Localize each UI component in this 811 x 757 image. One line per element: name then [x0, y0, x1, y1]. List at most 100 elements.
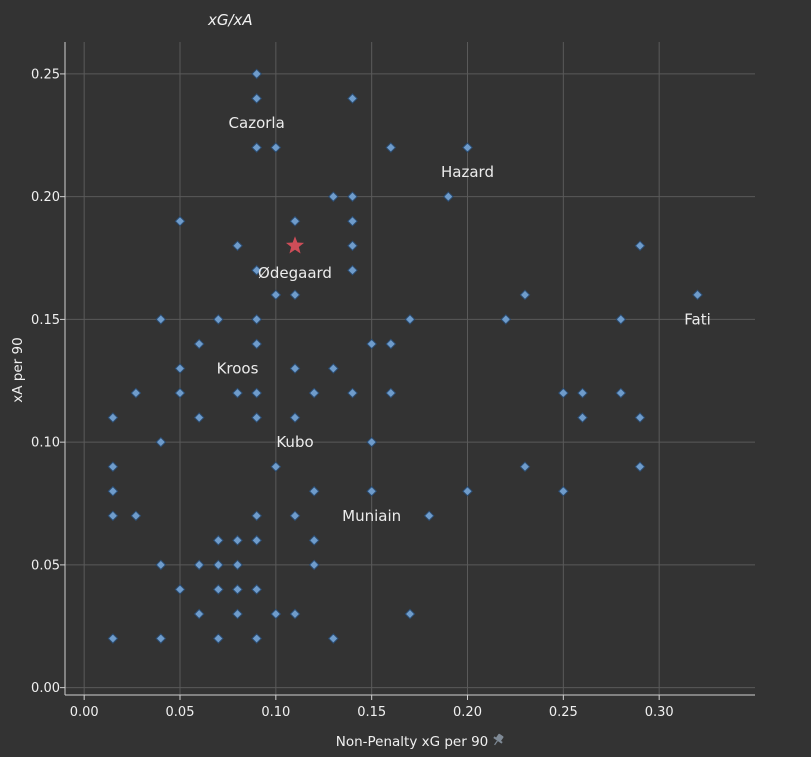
- data-point[interactable]: [270, 608, 282, 620]
- data-point[interactable]: [366, 338, 377, 350]
- x-axis-label: Non-Penalty xG per 90: [336, 734, 489, 750]
- data-point[interactable]: [634, 412, 646, 423]
- axes: [64, 42, 755, 696]
- data-point[interactable]: [519, 289, 531, 301]
- data-point[interactable]: [251, 387, 262, 399]
- data-point[interactable]: [155, 436, 167, 448]
- data-point[interactable]: [251, 314, 262, 325]
- data-point[interactable]: [308, 387, 320, 399]
- data-point[interactable]: [251, 338, 262, 350]
- data-point[interactable]: [443, 191, 454, 202]
- data-point[interactable]: [107, 461, 119, 473]
- data-point[interactable]: [270, 461, 282, 473]
- data-point[interactable]: [130, 387, 142, 399]
- data-point[interactable]: [232, 240, 243, 252]
- data-point[interactable]: [270, 142, 282, 153]
- data-point[interactable]: [251, 142, 262, 153]
- player-label: Kroos: [217, 360, 259, 378]
- data-point[interactable]: [423, 510, 435, 522]
- data-point[interactable]: [328, 633, 339, 644]
- data-point[interactable]: [404, 314, 416, 325]
- data-point[interactable]: [213, 535, 224, 546]
- data-point[interactable]: [615, 387, 627, 399]
- data-point[interactable]: [270, 289, 282, 301]
- data-point[interactable]: [193, 412, 205, 423]
- data-point[interactable]: [232, 584, 243, 595]
- data-point[interactable]: [213, 314, 224, 325]
- data-point[interactable]: [308, 559, 320, 571]
- data-point[interactable]: [615, 314, 627, 325]
- data-point[interactable]: [366, 436, 377, 448]
- data-point[interactable]: [232, 535, 243, 546]
- data-point[interactable]: [308, 535, 320, 546]
- data-point[interactable]: [130, 510, 142, 522]
- data-point[interactable]: [347, 93, 358, 104]
- data-point[interactable]: [385, 387, 397, 399]
- data-point[interactable]: [107, 485, 119, 497]
- data-point[interactable]: [462, 485, 473, 497]
- data-point[interactable]: [232, 559, 243, 571]
- data-point[interactable]: [347, 387, 358, 399]
- data-point[interactable]: [347, 215, 358, 227]
- data-point[interactable]: [107, 510, 119, 522]
- data-point[interactable]: [174, 363, 186, 374]
- data-point[interactable]: [308, 485, 320, 497]
- data-point[interactable]: [193, 338, 205, 350]
- x-tick-label: 0.05: [166, 705, 195, 720]
- data-point[interactable]: [347, 240, 358, 252]
- data-point[interactable]: [155, 633, 167, 644]
- data-point[interactable]: [692, 289, 703, 301]
- data-point[interactable]: [366, 485, 377, 497]
- data-point[interactable]: [174, 387, 186, 399]
- data-point[interactable]: [328, 191, 339, 202]
- data-point[interactable]: [251, 584, 262, 595]
- data-point[interactable]: [174, 215, 186, 227]
- tick-labels: 0.00 0.05 0.10 0.15 0.20 0.25 0.30 0.00 0.05 0.10…: [31, 67, 674, 720]
- data-point[interactable]: [634, 240, 646, 252]
- data-point[interactable]: [251, 412, 262, 423]
- data-point[interactable]: [251, 535, 262, 546]
- player-label: Fati: [684, 310, 711, 328]
- data-point[interactable]: [107, 412, 119, 423]
- data-point[interactable]: [251, 264, 262, 276]
- data-point[interactable]: [634, 461, 646, 473]
- data-point[interactable]: [385, 142, 397, 153]
- data-point[interactable]: [328, 363, 339, 374]
- data-point[interactable]: [289, 363, 301, 374]
- data-point[interactable]: [289, 510, 301, 522]
- y-tick-label: 0.15: [31, 313, 60, 328]
- y-tick-label: 0.05: [31, 558, 60, 573]
- data-point[interactable]: [404, 608, 416, 620]
- data-point[interactable]: [347, 264, 358, 276]
- data-point[interactable]: [577, 387, 588, 399]
- data-point[interactable]: [577, 412, 588, 423]
- data-point[interactable]: [193, 559, 205, 571]
- data-point[interactable]: [289, 608, 301, 620]
- data-point[interactable]: [213, 584, 224, 595]
- data-point[interactable]: [193, 608, 205, 620]
- data-point[interactable]: [251, 510, 262, 522]
- data-point[interactable]: [519, 461, 531, 473]
- highlight-star-icon[interactable]: [285, 236, 305, 254]
- data-point[interactable]: [232, 387, 243, 399]
- data-point[interactable]: [385, 338, 397, 350]
- data-point[interactable]: [155, 314, 167, 325]
- data-point[interactable]: [232, 608, 243, 620]
- data-point[interactable]: [251, 633, 262, 644]
- data-point[interactable]: [462, 142, 473, 153]
- pin-icon[interactable]: [490, 732, 505, 748]
- data-point[interactable]: [347, 191, 358, 202]
- data-point[interactable]: [213, 633, 224, 644]
- data-point[interactable]: [107, 633, 119, 644]
- data-point[interactable]: [289, 289, 301, 301]
- data-point[interactable]: [155, 559, 167, 571]
- data-point[interactable]: [558, 387, 569, 399]
- data-point[interactable]: [251, 93, 262, 104]
- data-point[interactable]: [213, 559, 224, 571]
- data-point[interactable]: [500, 314, 512, 325]
- data-point[interactable]: [558, 485, 569, 497]
- data-point[interactable]: [289, 412, 301, 423]
- data-point[interactable]: [174, 584, 186, 595]
- data-point[interactable]: [289, 215, 301, 227]
- data-point[interactable]: [251, 68, 262, 80]
